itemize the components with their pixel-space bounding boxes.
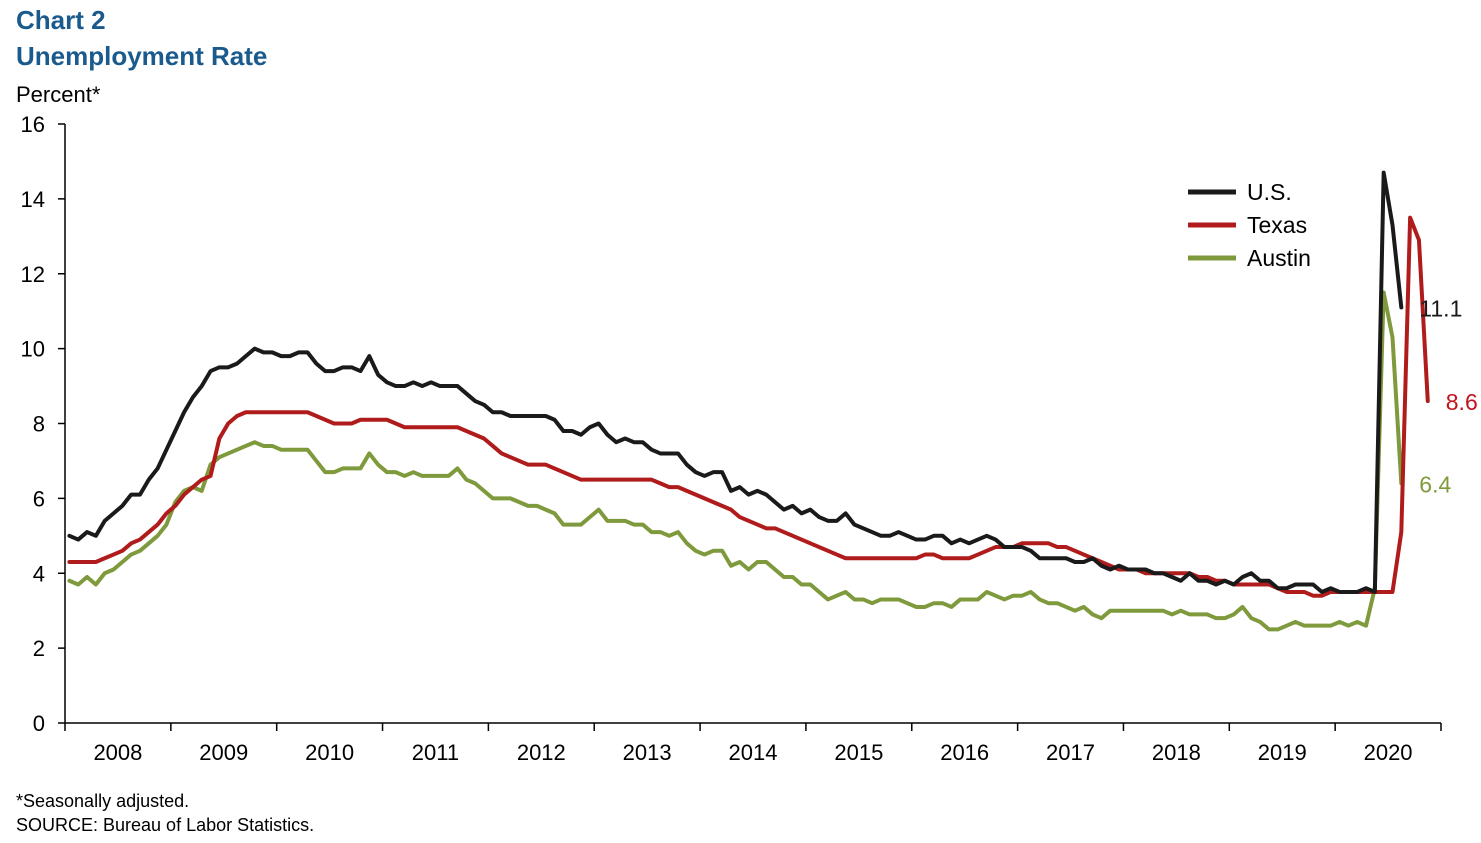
x-tick-label: 2008 bbox=[93, 740, 142, 765]
end-label-texas: 8.6 bbox=[1446, 389, 1478, 415]
y-tick-label: 2 bbox=[33, 636, 45, 661]
y-tick-label: 10 bbox=[21, 337, 45, 362]
x-tick-label: 2016 bbox=[940, 740, 989, 765]
legend-label-austin: Austin bbox=[1247, 245, 1311, 271]
series-line-us bbox=[67, 170, 1404, 594]
series-lines bbox=[67, 170, 1430, 632]
x-tick-label: 2017 bbox=[1046, 740, 1095, 765]
footnote-seasonal: *Seasonally adjusted. bbox=[16, 791, 190, 811]
y-tick-label: 14 bbox=[21, 187, 45, 212]
end-label-us: 11.1 bbox=[1419, 295, 1462, 321]
series-line-austin bbox=[67, 290, 1404, 632]
x-tick-label: 2019 bbox=[1258, 740, 1307, 765]
x-tick-label: 2020 bbox=[1364, 740, 1413, 765]
y-tick-label: 8 bbox=[33, 412, 45, 437]
legend: U.S. Texas Austin bbox=[1188, 179, 1311, 271]
footnote-source: SOURCE: Bureau of Labor Statistics. bbox=[16, 815, 315, 835]
x-tick-label: 2013 bbox=[623, 740, 672, 765]
x-tick-label: 2010 bbox=[305, 740, 354, 765]
y-tick-label: 16 bbox=[21, 112, 45, 137]
x-tick-label: 2018 bbox=[1152, 740, 1201, 765]
chart-subtitle: Unemployment Rate bbox=[16, 41, 268, 71]
y-tick-label: 6 bbox=[33, 486, 45, 511]
x-tick-label: 2015 bbox=[834, 740, 883, 765]
y-tick-label: 0 bbox=[33, 711, 45, 736]
end-label-austin: 6.4 bbox=[1419, 471, 1451, 497]
x-tick-label: 2011 bbox=[412, 740, 459, 765]
x-tick-label: 2012 bbox=[517, 740, 566, 765]
y-axis-label: Percent* bbox=[16, 82, 101, 107]
series-line-texas bbox=[67, 215, 1430, 598]
legend-label-us: U.S. bbox=[1247, 179, 1292, 205]
axes: 0 2 4 6 8 10 12 14 16 2008 2009 2010 2011 2012 2013 201… bbox=[21, 112, 1442, 765]
y-tick-label: 12 bbox=[21, 262, 45, 287]
x-tick-label: 2009 bbox=[199, 740, 248, 765]
chart-title: Chart 2 bbox=[16, 5, 106, 35]
y-tick-label: 4 bbox=[33, 561, 45, 586]
x-tick-label: 2014 bbox=[729, 740, 778, 765]
end-labels: 11.1 8.6 6.4 bbox=[1419, 295, 1477, 497]
legend-label-texas: Texas bbox=[1247, 212, 1307, 238]
